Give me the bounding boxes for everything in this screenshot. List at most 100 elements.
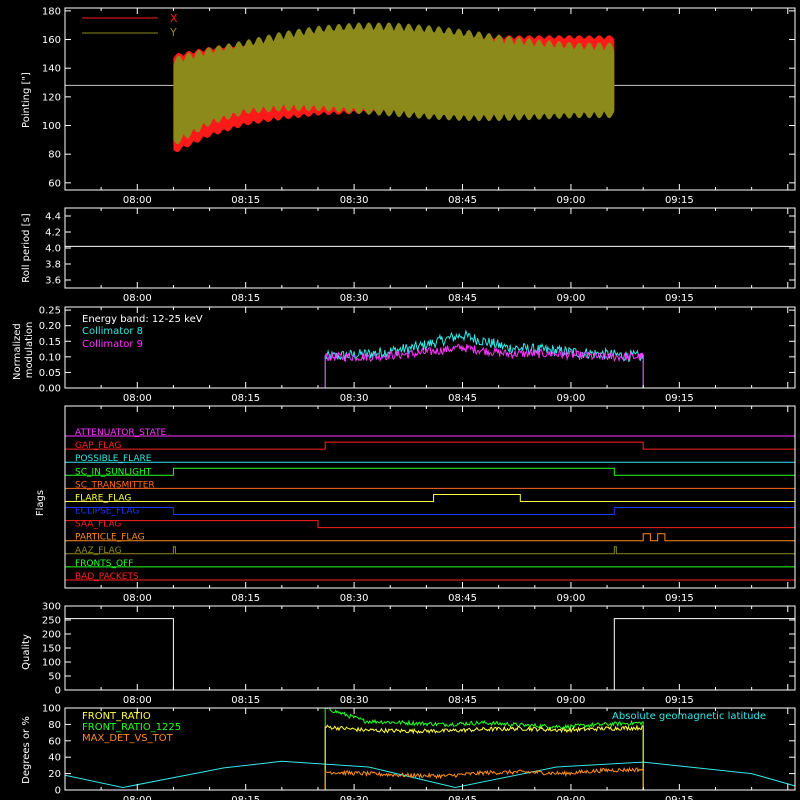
x-tick-label: 08:15 (231, 593, 260, 604)
x-tick-label: 08:15 (231, 195, 260, 206)
y-tick-label: 20 (48, 769, 61, 780)
panel-flags: ATTENUATOR_STATE GAP_FLAG POSSIBLE_FLARE SC… (35, 405, 796, 604)
flag-trace (65, 507, 795, 515)
flag-label: SC_IN_SUNLIGHT (75, 467, 152, 477)
x-tick-label: 09:00 (557, 195, 586, 206)
x-tick-label: 09:15 (665, 195, 694, 206)
flag-label: SAA_FLAG (75, 520, 121, 530)
y-tick-label: 200 (42, 630, 61, 641)
y-tick-label: 100 (42, 121, 61, 132)
x-tick-label: 08:15 (231, 795, 260, 800)
y-tick-label: 60 (48, 736, 61, 747)
y-tick-label: 80 (48, 720, 61, 731)
x-tick-label: 09:00 (557, 293, 586, 304)
x-tick-label: 08:45 (448, 195, 477, 206)
y-tick-label: 3.8 (45, 260, 61, 271)
ylabel-modulation: Normalized modulation (12, 320, 35, 380)
quality-axes: 08:00 08:15 08:30 08:45 09:00 09:15 0 50 100 150 2… (42, 602, 796, 706)
panel-roll-period: Roll period [s] 08:00 08:15 08:30 08:45 09:0… (21, 207, 796, 304)
x-tick-label: 09:15 (665, 593, 694, 604)
flag-label: GAP_FLAG (75, 441, 121, 451)
x-tick-label: 08:30 (340, 195, 369, 206)
x-tick-label: 09:15 (665, 293, 694, 304)
x-tick-label: 08:15 (231, 393, 260, 404)
panel-ratios: FRONT_RATIO FRONT_RATIO_1225 MAX_DET_VS_… (21, 704, 796, 800)
x-tick-label: 08:00 (123, 293, 152, 304)
y-tick-label: 0.25 (39, 306, 61, 317)
y-tick-label: 100 (42, 658, 61, 669)
legend-y-label: Y (169, 26, 177, 39)
modulation-axes: 08:00 08:15 08:30 08:45 09:00 09:15 0.00 0.05 0.… (39, 306, 796, 404)
flag-trace (65, 441, 795, 450)
ylabel-pointing: Pointing ["] (21, 72, 32, 128)
x-tick-label: 09:15 (665, 795, 694, 800)
x-tick-label: 08:15 (231, 293, 260, 304)
y-tick-label: 100 (42, 704, 61, 715)
y-tick-label: 50 (48, 672, 61, 683)
series-front-ratio-1225 (65, 707, 795, 791)
x-tick-label: 09:00 (557, 695, 586, 706)
series-collimator-9 (65, 343, 795, 389)
flag-label: FRONTS_OFF (75, 559, 133, 569)
x-tick-label: 08:30 (340, 593, 369, 604)
plot-frame (64, 405, 796, 589)
plot-frame (64, 7, 796, 191)
y-tick-label: 0 (55, 686, 61, 697)
legend-front-ratio-1225: FRONT_RATIO_1225 (82, 722, 181, 733)
y-tick-label: 60 (48, 178, 61, 189)
y-tick-label: 4.4 (45, 212, 61, 223)
x-tick-label: 08:00 (123, 593, 152, 604)
flag-label: ATTENUATOR_STATE (75, 428, 167, 438)
y-tick-label: 0.10 (39, 352, 61, 363)
ratios-axes: 08:00 08:15 08:30 08:45 09:00 09:15 0 20 40 60 80 1… (42, 704, 796, 800)
y-tick-label: 40 (48, 753, 61, 764)
x-tick-label: 09:15 (665, 393, 694, 404)
y-tick-label: 140 (42, 64, 61, 75)
y-tick-label: 0.15 (39, 337, 61, 348)
ylabel-ratios: Degrees or % (21, 716, 32, 784)
x-tick-label: 09:00 (557, 593, 586, 604)
x-tick-label: 08:45 (448, 593, 477, 604)
annotation-geomagnetic-latitude: Absolute geomagnetic latitude (612, 711, 766, 722)
legend-x-label: X (170, 12, 178, 25)
flag-label: POSSIBLE_FLARE (75, 454, 152, 464)
y-tick-label: 0.20 (39, 321, 61, 332)
flag-label: PARTICLE_FLAG (75, 533, 145, 543)
y-tick-label: 3.6 (45, 276, 61, 287)
series-collimator-8 (65, 329, 795, 389)
flag-traces: ATTENUATOR_STATE GAP_FLAG POSSIBLE_FLARE SC… (64, 428, 795, 582)
series-max-det-vs-tot (65, 766, 795, 791)
y-tick-label: 0 (55, 786, 61, 797)
y-tick-label: 0.00 (39, 384, 61, 395)
modulation-traces (65, 329, 795, 389)
y-tick-label: 4.2 (45, 228, 61, 239)
x-tick-label: 08:30 (340, 795, 369, 800)
x-tick-label: 08:00 (123, 695, 152, 706)
flag-trace (65, 494, 795, 502)
plot-frame (64, 707, 796, 791)
x-tick-label: 09:15 (665, 695, 694, 706)
flag-label: AAZ_FLAG (75, 546, 122, 556)
y-tick-label: 150 (42, 644, 61, 655)
ylabel-roll-period: Roll period [s] (21, 213, 32, 282)
y-tick-label: 300 (42, 602, 61, 613)
y-tick-label: 4.0 (45, 244, 61, 255)
x-tick-label: 08:30 (340, 293, 369, 304)
legend-front-ratio: FRONT_RATIO (82, 711, 151, 722)
legend-collimator-8: Collimator 8 (82, 326, 143, 337)
legend-collimator-9: Collimator 9 (82, 339, 143, 350)
plot-frame (64, 306, 796, 389)
x-tick-label: 08:30 (340, 695, 369, 706)
flag-label: ECLIPSE_FLAG (75, 507, 139, 517)
legend-max-det-vs-tot: MAX_DET_VS_TOT (82, 733, 174, 744)
x-tick-label: 09:00 (557, 393, 586, 404)
flag-label: SC_TRANSMITTER (75, 480, 155, 490)
panel-quality: Quality 08:00 08:15 08:30 08:45 09:00 09:15 0 5… (21, 602, 796, 706)
x-tick-label: 08:00 (123, 195, 152, 206)
x-tick-label: 08:00 (123, 795, 152, 800)
x-tick-label: 08:45 (448, 393, 477, 404)
panel-pointing: X Y Pointing ["] 08:00 08:15 08:30 08:45 09:… (21, 6, 796, 206)
x-tick-label: 08:00 (123, 393, 152, 404)
